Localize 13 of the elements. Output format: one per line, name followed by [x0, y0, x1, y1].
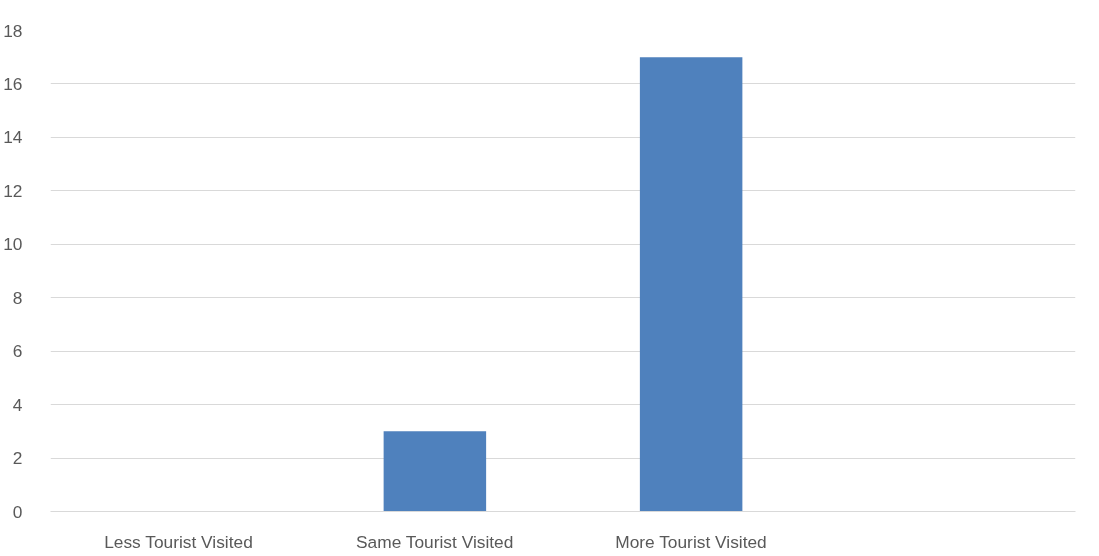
y-tick-label: 0 [12, 501, 23, 522]
y-tick-label: 10 [3, 234, 23, 255]
y-tick-label: 6 [12, 341, 23, 362]
y-tick-label: 2 [12, 448, 23, 469]
y-tick-label: 14 [3, 127, 23, 148]
x-tick-label: Same Tourist Visited [356, 531, 514, 552]
y-tick-label: 18 [3, 20, 23, 41]
x-tick-label: Less Tourist Visited [104, 531, 253, 552]
y-tick-label: 16 [3, 73, 23, 94]
x-tick-label: More Tourist Visited [615, 531, 767, 552]
y-tick-label: 12 [3, 180, 23, 201]
y-tick-label: 4 [12, 394, 23, 415]
y-tick-label: 8 [12, 287, 23, 308]
